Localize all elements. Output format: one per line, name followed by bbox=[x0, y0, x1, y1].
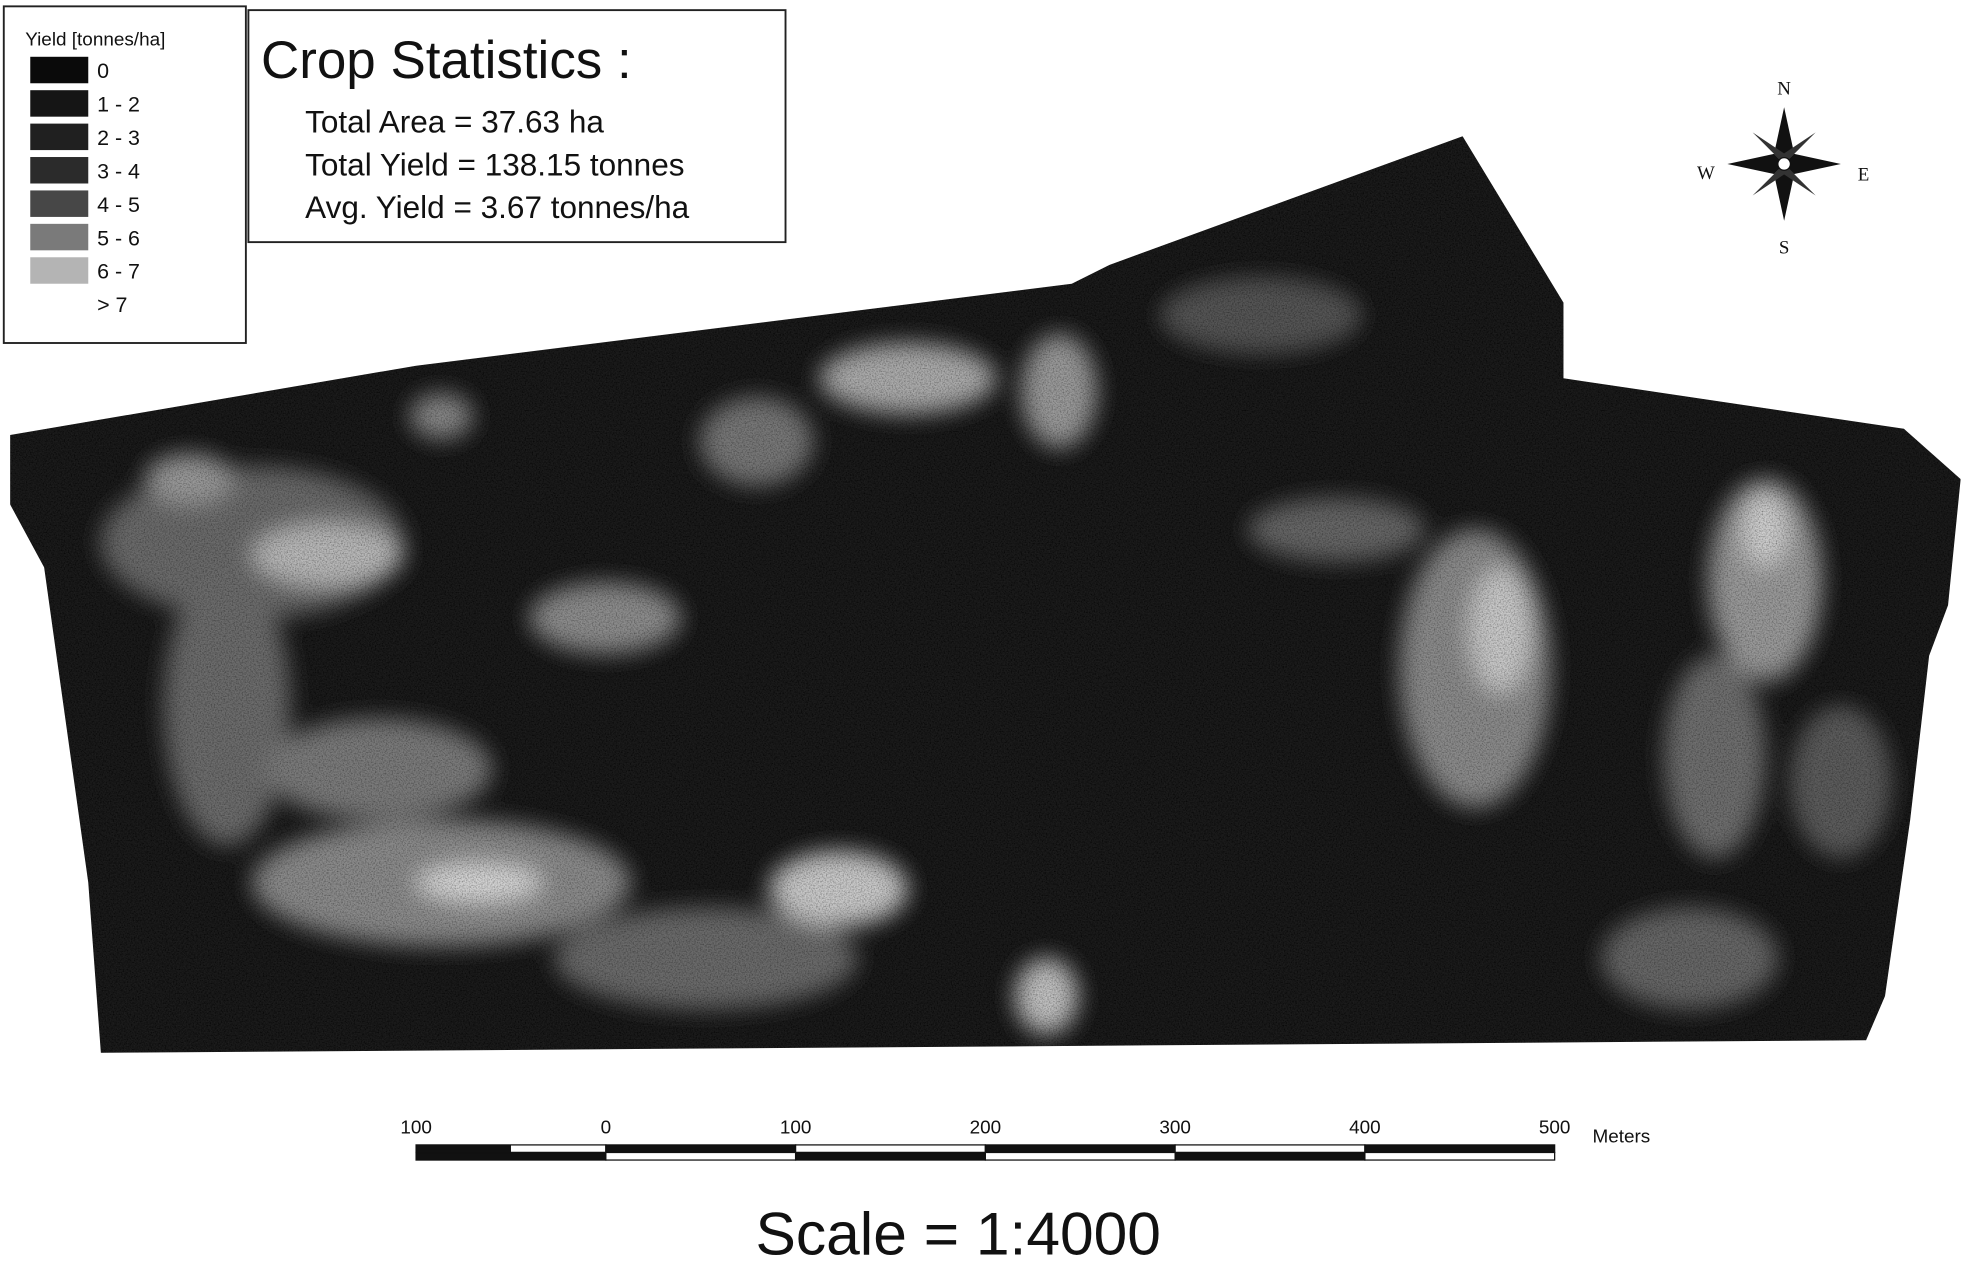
scale-label: 300 bbox=[1159, 1118, 1191, 1139]
scale-segment bbox=[984, 1144, 1176, 1154]
statistics-lines: Total Area = 37.63 ha Total Yield = 138.1… bbox=[305, 103, 690, 225]
scale-unit: Meters bbox=[1592, 1126, 1650, 1147]
scale-segment bbox=[605, 1144, 797, 1154]
compass-n: N bbox=[1777, 79, 1791, 100]
legend-label: 3 - 4 bbox=[97, 159, 140, 183]
legend-swatch bbox=[30, 257, 89, 284]
scale-segment bbox=[794, 1144, 986, 1154]
scale-label: 200 bbox=[970, 1118, 1002, 1139]
compass: N S E W bbox=[1697, 79, 1869, 259]
scale-label: 0 bbox=[601, 1118, 612, 1139]
legend-label: 5 - 6 bbox=[97, 226, 140, 250]
scale-label: 100 bbox=[780, 1118, 812, 1139]
statistics-title: Crop Statistics : bbox=[261, 31, 632, 90]
compass-e: E bbox=[1858, 164, 1870, 185]
yield-field bbox=[10, 136, 1961, 1053]
scale-segment bbox=[1364, 1144, 1556, 1154]
scale-segment bbox=[1174, 1151, 1366, 1161]
compass-w: W bbox=[1697, 163, 1715, 184]
legend-label: 6 - 7 bbox=[97, 260, 140, 284]
scale-segment bbox=[605, 1151, 797, 1161]
scale-segment bbox=[794, 1151, 986, 1161]
scale-label: 400 bbox=[1349, 1118, 1381, 1139]
scale-segment bbox=[1364, 1151, 1556, 1161]
legend-label: 4 - 5 bbox=[97, 193, 140, 217]
legend-swatch bbox=[30, 56, 89, 84]
scale-segment bbox=[1174, 1144, 1366, 1154]
legend-label: > 7 bbox=[97, 293, 127, 317]
compass-s: S bbox=[1779, 237, 1790, 258]
statistics-line: Avg. Yield = 3.67 tonnes/ha bbox=[305, 189, 690, 225]
legend-swatch bbox=[30, 90, 89, 117]
scale-segment bbox=[415, 1151, 607, 1161]
legend-swatch bbox=[30, 223, 89, 251]
scale-segment bbox=[416, 1144, 511, 1153]
legend-label: 0 bbox=[97, 59, 109, 83]
legend-swatch bbox=[30, 157, 89, 184]
scale-label: 500 bbox=[1539, 1118, 1571, 1139]
legend-title: Yield [tonnes/ha] bbox=[25, 29, 165, 50]
statistics-line: Total Yield = 138.15 tonnes bbox=[305, 146, 684, 182]
scale-label: 100 bbox=[400, 1118, 432, 1139]
statistics-box bbox=[247, 9, 787, 244]
legend-swatch bbox=[30, 123, 89, 151]
legend-swatch bbox=[30, 190, 89, 217]
legend-label: 2 - 3 bbox=[97, 126, 140, 150]
scale-segment bbox=[984, 1151, 1176, 1161]
legend-label: 1 - 2 bbox=[97, 93, 140, 117]
scale-bar: 100 0 100 200 300 400 500 bbox=[400, 1118, 1571, 1161]
legend-items: 0 1 - 2 2 - 3 3 - 4 4 - 5 5 - 6 6 - 7 > 7 bbox=[30, 56, 140, 317]
scale-text: Scale = 1:4000 bbox=[756, 1200, 1161, 1266]
statistics-line: Total Area = 37.63 ha bbox=[305, 103, 604, 139]
